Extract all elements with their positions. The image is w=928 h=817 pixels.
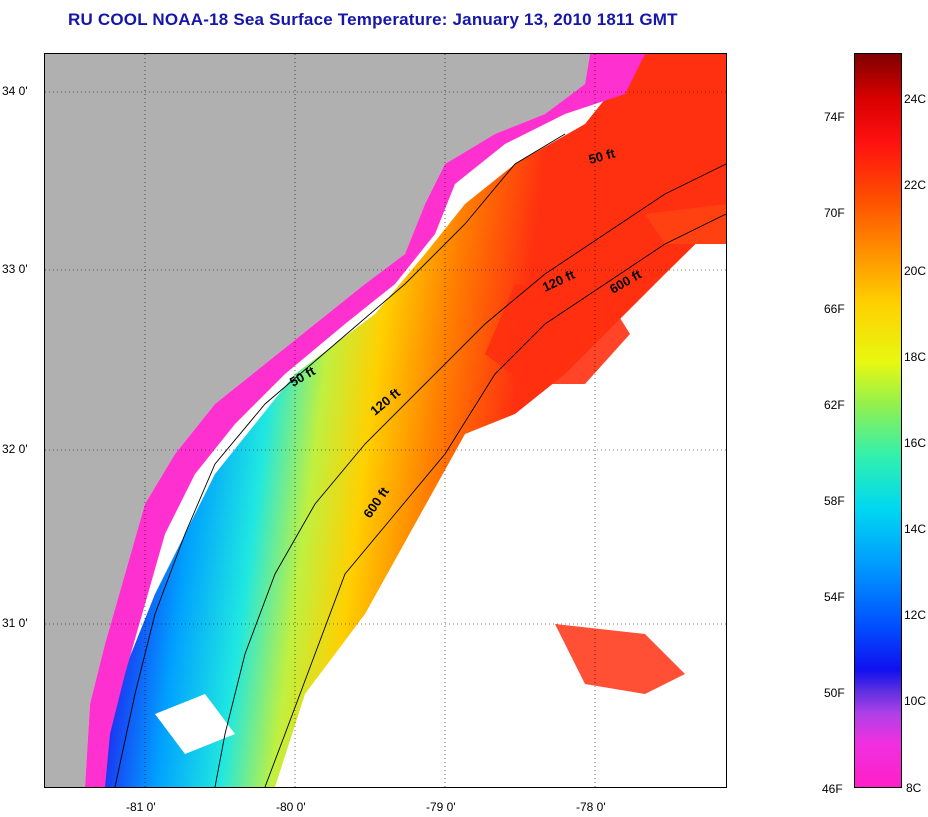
longitude-label: -81 0' — [126, 800, 156, 814]
warm-patches — [485, 284, 630, 384]
celsius-label: 14C — [904, 522, 927, 536]
latitude-label: 31 0' — [2, 616, 28, 630]
temperature-colorbar — [854, 53, 902, 788]
latitude-label: 32 0' — [2, 442, 28, 456]
cloud-mask — [155, 694, 235, 754]
fahrenheit-label: 74F — [824, 110, 845, 124]
graticule — [45, 54, 726, 787]
celsius-label: 18C — [904, 350, 927, 364]
latitude-label: 34 0' — [2, 84, 28, 98]
latitude-label: 33 0' — [2, 262, 28, 276]
map-title: RU COOL NOAA-18 Sea Surface Temperature:… — [68, 10, 678, 29]
celsius-label: 10C — [904, 694, 927, 708]
sst-field — [95, 54, 726, 787]
sst-map-canvas: 50 ft 120 ft 600 ft 50 ft 120 ft 600 ft — [45, 54, 726, 787]
fahrenheit-label: 54F — [824, 590, 845, 604]
contour-label: 50 ft — [587, 145, 617, 167]
fahrenheit-label: 50F — [824, 686, 845, 700]
celsius-label: 16C — [904, 436, 927, 450]
celsius-label: 12C — [904, 608, 927, 622]
celsius-label: 20C — [904, 264, 927, 278]
warm-patches — [555, 624, 685, 694]
longitude-label: -80 0' — [276, 800, 306, 814]
contour-600ft — [264, 213, 726, 787]
fahrenheit-label: 62F — [824, 398, 845, 412]
fahrenheit-label: 66F — [824, 302, 845, 316]
warm-patches — [645, 204, 726, 244]
longitude-label: -78 0' — [576, 800, 606, 814]
celsius-label: 8C — [906, 781, 922, 795]
contour-50ft — [114, 133, 566, 787]
fahrenheit-label: 70F — [824, 206, 845, 220]
cloud-mask — [275, 364, 726, 787]
sst-map: 50 ft 120 ft 600 ft 50 ft 120 ft 600 ft — [44, 53, 727, 788]
depth-contours — [114, 133, 726, 787]
fahrenheit-label: 58F — [824, 494, 845, 508]
land — [45, 54, 590, 787]
longitude-label: -79 0' — [426, 800, 456, 814]
contour-120ft — [214, 163, 726, 787]
fahrenheit-label: 46F — [822, 782, 843, 796]
celsius-label: 22C — [904, 178, 927, 192]
celsius-label: 24C — [904, 92, 927, 106]
